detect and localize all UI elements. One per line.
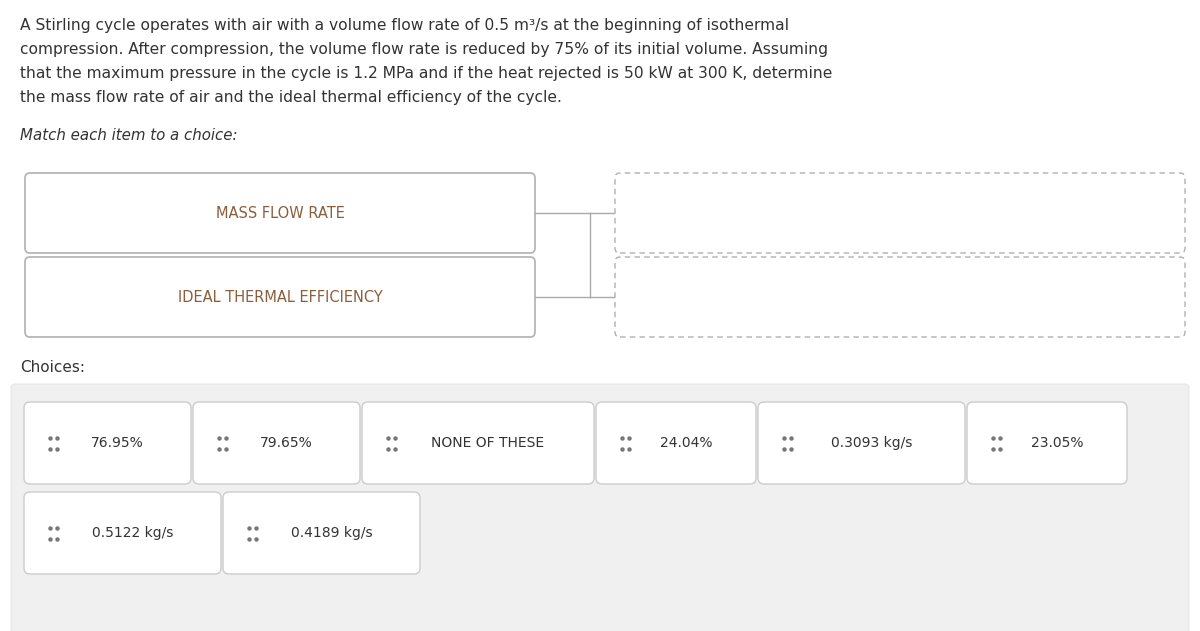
Text: MASS FLOW RATE: MASS FLOW RATE [216,206,344,220]
Text: compression. After compression, the volume flow rate is reduced by 75% of its in: compression. After compression, the volu… [20,42,828,57]
Text: Choices:: Choices: [20,360,85,375]
Text: 76.95%: 76.95% [91,436,144,450]
FancyBboxPatch shape [967,402,1127,484]
Text: 0.5122 kg/s: 0.5122 kg/s [92,526,173,540]
FancyBboxPatch shape [596,402,756,484]
FancyBboxPatch shape [758,402,965,484]
Text: that the maximum pressure in the cycle is 1.2 MPa and if the heat rejected is 50: that the maximum pressure in the cycle i… [20,66,833,81]
FancyBboxPatch shape [616,257,1186,337]
FancyBboxPatch shape [25,173,535,253]
FancyBboxPatch shape [11,384,1189,631]
Text: 0.4189 kg/s: 0.4189 kg/s [290,526,372,540]
Text: A Stirling cycle operates with air with a volume flow rate of 0.5 m³/s at the be: A Stirling cycle operates with air with … [20,18,790,33]
Text: 24.04%: 24.04% [660,436,713,450]
Text: Match each item to a choice:: Match each item to a choice: [20,128,238,143]
FancyBboxPatch shape [223,492,420,574]
FancyBboxPatch shape [24,492,221,574]
Text: 79.65%: 79.65% [260,436,313,450]
Text: 0.3093 kg/s: 0.3093 kg/s [830,436,912,450]
Text: 23.05%: 23.05% [1031,436,1084,450]
FancyBboxPatch shape [616,173,1186,253]
Text: NONE OF THESE: NONE OF THESE [432,436,545,450]
FancyBboxPatch shape [24,402,191,484]
Text: IDEAL THERMAL EFFICIENCY: IDEAL THERMAL EFFICIENCY [178,290,383,305]
FancyBboxPatch shape [25,257,535,337]
FancyBboxPatch shape [193,402,360,484]
Text: the mass flow rate of air and the ideal thermal efficiency of the cycle.: the mass flow rate of air and the ideal … [20,90,562,105]
FancyBboxPatch shape [362,402,594,484]
